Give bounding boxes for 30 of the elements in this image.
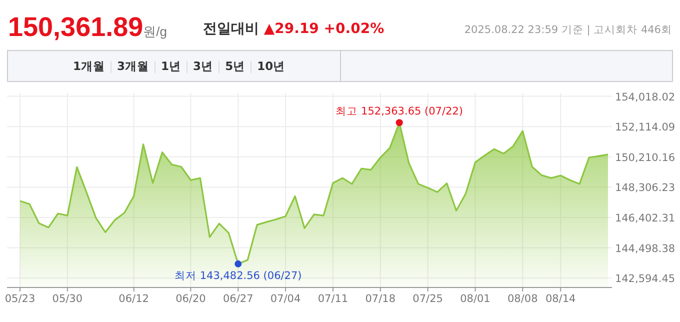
text: 5년 [225, 59, 246, 73]
title: 150,361.89원/g [8, 12, 167, 42]
text: 10년 [257, 59, 286, 73]
x-tick-label: 08/08 [508, 293, 538, 305]
y-tick-label: 150,210.16 [614, 152, 676, 164]
text: 1년 [161, 59, 182, 73]
x-tick-label: 05/23 [4, 293, 36, 305]
y-tick-label: 142,594.45 [614, 273, 676, 286]
text: 2025.08.22 23:59 기준 | 고시회차 446회 [464, 24, 672, 36]
text: 3개월 [117, 59, 150, 73]
text: 3년 [193, 59, 214, 73]
y-tick-label: 146,402.31 [614, 212, 676, 224]
x-tick-label: 07/25 [412, 293, 443, 305]
y-tick-label: 152,114.09 [614, 122, 676, 134]
text: 1개월 [73, 59, 106, 73]
x-tick-label: 06/12 [118, 293, 149, 305]
x-tick-label: 07/11 [318, 293, 348, 305]
x-tick-label: 07/04 [270, 293, 301, 305]
x-tick-label: 06/27 [222, 293, 254, 305]
y-tick-label: 144,498.38 [614, 242, 676, 255]
subtitle: 전일대비 ▲29.19 +0.02% [203, 21, 384, 37]
annotation: 최고 152,363.65 (07/22) [336, 106, 463, 118]
x-tick-label: 07/18 [365, 293, 396, 305]
x-tick-label: 06/20 [176, 293, 206, 305]
y-tick-label: 148,306.23 [614, 182, 676, 194]
x-tick-label: 08/14 [545, 293, 576, 305]
x-tick-label: 05/30 [52, 293, 83, 305]
x-tick-label: 08/01 [460, 293, 490, 305]
annotation: 최저 143,482.56 (06/27) [174, 270, 302, 282]
y-tick-label: 154,018.02 [614, 91, 676, 104]
